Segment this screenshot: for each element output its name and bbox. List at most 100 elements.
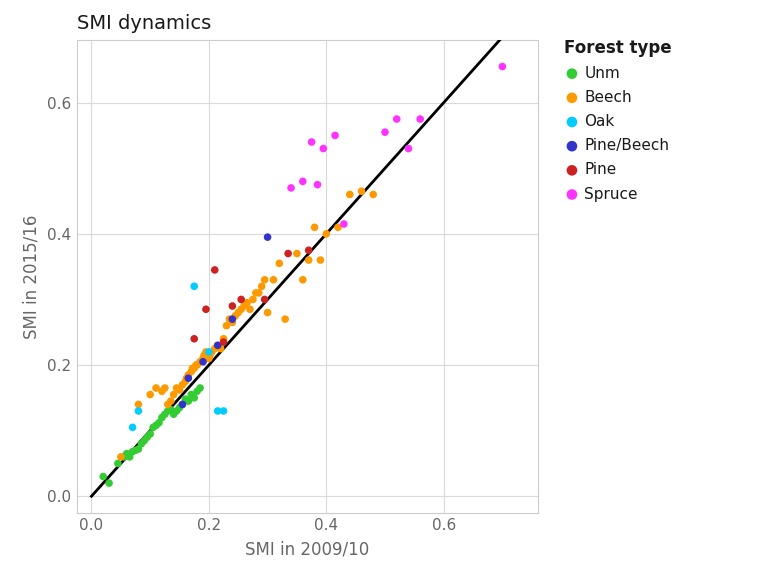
Beech bbox=[161, 400, 174, 409]
Oak bbox=[132, 406, 144, 415]
Unm bbox=[153, 418, 165, 427]
Beech bbox=[320, 229, 333, 238]
Beech bbox=[356, 187, 368, 196]
Beech bbox=[279, 314, 291, 324]
Unm bbox=[103, 479, 115, 488]
Beech bbox=[261, 308, 273, 317]
Beech bbox=[144, 390, 157, 399]
Beech bbox=[296, 275, 309, 285]
Beech bbox=[174, 385, 186, 395]
Pine bbox=[282, 249, 294, 258]
Unm bbox=[156, 413, 168, 422]
Beech bbox=[198, 351, 210, 360]
Pine bbox=[259, 295, 271, 304]
Beech bbox=[250, 288, 262, 297]
Unm bbox=[118, 452, 130, 461]
Pine bbox=[227, 301, 239, 310]
Unm bbox=[167, 410, 180, 419]
Spruce bbox=[338, 219, 350, 229]
Unm bbox=[174, 403, 186, 412]
Unm bbox=[161, 406, 174, 415]
Pine bbox=[209, 266, 221, 275]
Unm bbox=[144, 429, 157, 438]
Unm bbox=[159, 410, 171, 419]
Unm bbox=[170, 406, 183, 415]
Unm bbox=[121, 449, 133, 458]
Beech bbox=[206, 347, 218, 357]
Spruce bbox=[317, 144, 329, 153]
Unm bbox=[150, 421, 162, 430]
Unm bbox=[147, 423, 159, 432]
Beech bbox=[132, 400, 144, 409]
Beech bbox=[314, 256, 326, 265]
Beech bbox=[187, 363, 199, 373]
Beech bbox=[223, 314, 236, 324]
Pine bbox=[188, 334, 200, 343]
Beech bbox=[190, 361, 202, 370]
Pine bbox=[235, 295, 247, 304]
Unm bbox=[182, 396, 194, 406]
Pine bbox=[200, 305, 212, 314]
Text: SMI dynamics: SMI dynamics bbox=[77, 14, 211, 33]
Beech bbox=[227, 318, 239, 327]
Unm bbox=[138, 436, 151, 445]
Beech bbox=[164, 396, 177, 406]
Beech bbox=[267, 275, 280, 285]
Beech bbox=[303, 256, 315, 265]
Pine/Beech bbox=[261, 233, 273, 242]
Oak bbox=[217, 406, 230, 415]
Pine/Beech bbox=[227, 314, 239, 324]
Beech bbox=[209, 344, 221, 353]
Pine bbox=[217, 338, 230, 347]
Unm bbox=[129, 446, 141, 455]
Beech bbox=[150, 384, 162, 393]
Unm bbox=[124, 452, 136, 461]
Spruce bbox=[285, 183, 297, 192]
Unm bbox=[188, 393, 200, 403]
Beech bbox=[204, 351, 217, 360]
Unm bbox=[127, 447, 139, 456]
Spruce bbox=[379, 127, 391, 137]
Beech bbox=[188, 363, 200, 373]
Beech bbox=[247, 295, 259, 304]
Unm bbox=[141, 433, 154, 442]
Beech bbox=[170, 384, 183, 393]
Beech bbox=[167, 390, 180, 399]
Legend: Unm, Beech, Oak, Pine/Beech, Pine, Spruce: Unm, Beech, Oak, Pine/Beech, Pine, Spruc… bbox=[564, 39, 671, 202]
Spruce bbox=[329, 131, 341, 140]
Unm bbox=[194, 384, 207, 393]
Beech bbox=[243, 305, 256, 314]
Pine bbox=[303, 245, 315, 255]
Unm bbox=[179, 395, 191, 404]
Unm bbox=[164, 405, 177, 414]
Beech bbox=[238, 301, 250, 310]
Pine/Beech bbox=[211, 341, 223, 350]
Pine/Beech bbox=[177, 400, 189, 409]
Beech bbox=[177, 380, 189, 389]
Oak bbox=[188, 282, 200, 291]
Beech bbox=[309, 223, 321, 232]
Spruce bbox=[391, 115, 403, 124]
Beech bbox=[229, 311, 241, 320]
Spruce bbox=[414, 115, 426, 124]
Beech bbox=[156, 386, 168, 396]
Spruce bbox=[296, 177, 309, 186]
Beech bbox=[232, 308, 244, 317]
Beech bbox=[159, 384, 171, 393]
Beech bbox=[259, 275, 271, 285]
Spruce bbox=[311, 180, 323, 190]
Unm bbox=[132, 445, 144, 454]
Beech bbox=[256, 282, 268, 291]
Beech bbox=[197, 354, 209, 363]
Beech bbox=[220, 321, 233, 330]
Beech bbox=[332, 223, 344, 232]
Spruce bbox=[402, 144, 415, 153]
Oak bbox=[211, 406, 223, 415]
Beech bbox=[241, 298, 253, 308]
X-axis label: SMI in 2009/10: SMI in 2009/10 bbox=[245, 540, 369, 558]
Unm bbox=[191, 386, 204, 396]
Oak bbox=[203, 347, 215, 357]
Unm bbox=[97, 472, 109, 481]
Beech bbox=[367, 190, 379, 199]
Beech bbox=[200, 347, 212, 357]
